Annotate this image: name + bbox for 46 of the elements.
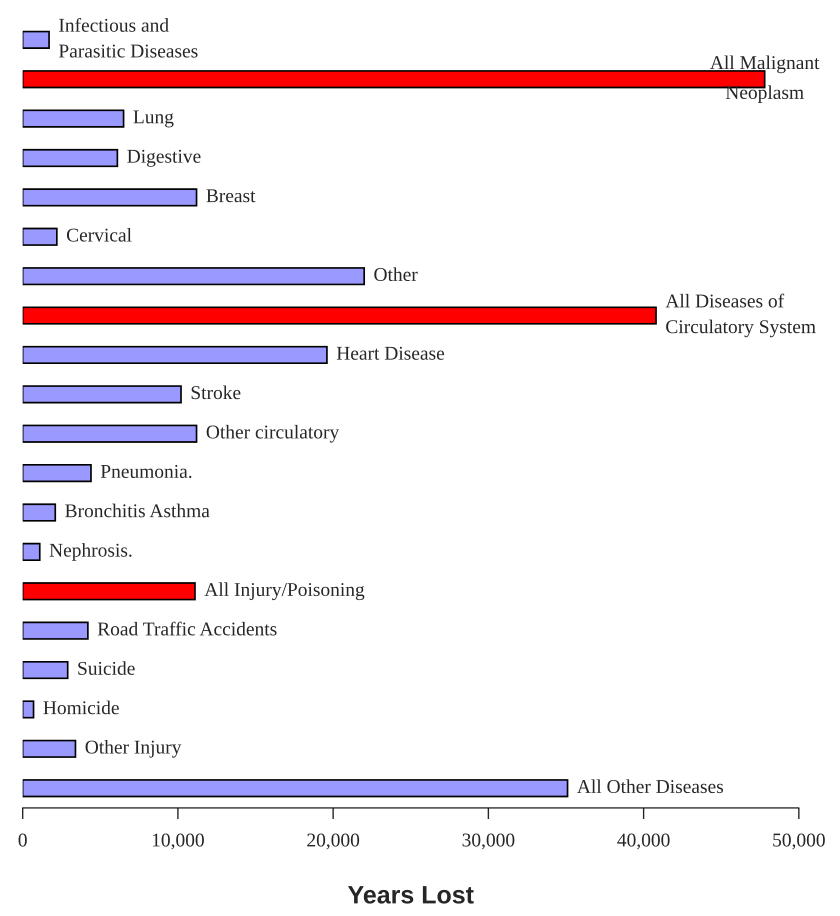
y-tick-label: All Diseases of Circulatory System: [666, 294, 816, 338]
y-tick-label: Homicide: [43, 700, 119, 714]
y-tick-label: Bronchitis Asthma: [65, 504, 210, 518]
bar: [22, 228, 58, 246]
y-tick-label: Cervical: [66, 228, 132, 242]
bar: [22, 503, 56, 522]
x-tick-label: 20,000: [307, 833, 360, 850]
y-tick-label: Heart Disease: [336, 346, 444, 360]
y-tick-label: Infectious and Parasitic Diseases: [58, 18, 198, 58]
y-tick-label: Nephrosis.: [50, 543, 132, 561]
x-tick-label: 40,000: [617, 833, 670, 850]
bar: [22, 306, 657, 325]
y-tick-label: Breast: [206, 189, 256, 202]
x-tick-label: 50,000: [773, 833, 825, 850]
y-tick-label: All Injury/Poisoning: [204, 582, 364, 600]
y-tick-label: Other: [374, 267, 418, 282]
bar: [22, 700, 34, 719]
bar: [22, 622, 89, 640]
bar: [22, 346, 328, 364]
y-tick-label: Stroke: [192, 386, 240, 400]
y-tick-label: Lung: [133, 110, 174, 128]
y-tick-label: Other Injury: [86, 740, 182, 758]
bar: [22, 740, 76, 758]
bar: [22, 779, 568, 798]
y-tick-label: All Malignant Neoplasm: [710, 56, 820, 103]
bar: [22, 148, 118, 168]
bar: [22, 542, 41, 561]
x-axis-title: Years Lost: [348, 886, 474, 904]
bar: [22, 582, 196, 600]
bar: [22, 267, 366, 286]
bar: [22, 188, 198, 207]
bar: [22, 385, 182, 404]
y-tick-label: All Other Diseases: [577, 779, 724, 794]
bar: [22, 30, 50, 49]
y-tick-label: Road Traffic Accidents: [98, 622, 277, 636]
y-tick-label: Digestive: [127, 150, 201, 167]
bar: [22, 424, 198, 443]
y-tick-label: Other circulatory: [206, 424, 340, 443]
bar: [22, 660, 69, 680]
bar: [22, 464, 92, 482]
bar: [22, 110, 124, 128]
y-tick-label: Suicide: [78, 661, 135, 675]
y-tick-label: Pneumonia.: [100, 464, 192, 478]
x-tick-label: 30,000: [462, 833, 514, 850]
x-tick-label: 0: [18, 833, 27, 847]
x-tick-label: 10,000: [152, 833, 204, 850]
